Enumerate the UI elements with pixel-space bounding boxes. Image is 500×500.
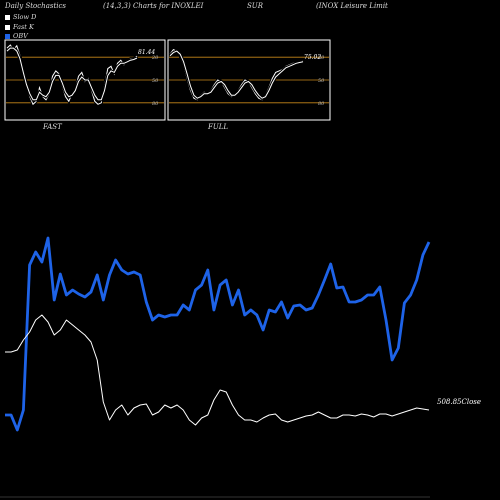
legend-label-slow-d: Slow D bbox=[13, 13, 37, 21]
fast-tick-label: 20 bbox=[151, 55, 159, 61]
fast-last-value-label: 81.44 bbox=[138, 49, 155, 56]
fast-series-line bbox=[6, 47, 138, 101]
full-tick-label: 20 bbox=[317, 55, 325, 61]
legend-swatch-fast-k bbox=[5, 24, 10, 30]
full-panel-frame bbox=[167, 39, 331, 121]
legend-swatch-slow-d bbox=[5, 15, 10, 21]
full-tick-label: 80 bbox=[318, 101, 325, 107]
price-line bbox=[5, 314, 430, 426]
chart-title: Daily Stochastics bbox=[5, 2, 67, 10]
legend-item-fast-k: Fast K bbox=[5, 23, 36, 33]
close-price-label: 508.85Close bbox=[437, 398, 481, 406]
legend-swatch-obv bbox=[5, 34, 10, 40]
full-panel-title: FULL bbox=[207, 123, 228, 131]
legend-item-slow-d: Slow D bbox=[5, 13, 36, 23]
legend: Slow D Fast K OBV bbox=[5, 13, 36, 42]
fast-panel-frame bbox=[4, 39, 166, 121]
exchange-label: SUR bbox=[247, 2, 263, 10]
full-tick-label: 50 bbox=[318, 78, 325, 84]
fast-tick-label: 80 bbox=[152, 101, 159, 107]
fast-tick-label: 50 bbox=[152, 78, 159, 84]
full-last-value-label: 75.02 bbox=[304, 54, 321, 61]
obv-line bbox=[5, 236, 431, 432]
legend-label-fast-k: Fast K bbox=[13, 22, 34, 31]
legend-label-obv: OBV bbox=[13, 32, 28, 40]
full-series-line bbox=[169, 50, 304, 99]
fast-panel-title: FAST bbox=[42, 123, 63, 131]
legend-item-obv: OBV bbox=[5, 32, 36, 42]
chart-params: (14,3,3) Charts for INOXLEI bbox=[103, 2, 204, 10]
company-label: (INOX Leisure Limit bbox=[316, 2, 388, 10]
